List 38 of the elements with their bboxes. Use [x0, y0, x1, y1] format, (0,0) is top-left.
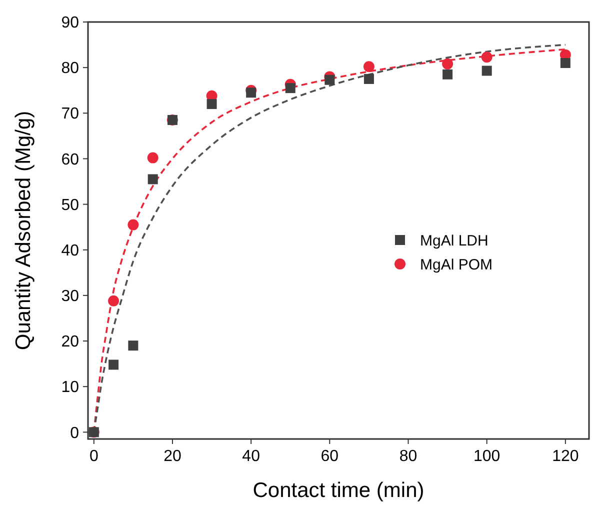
y-tick-label: 20	[61, 334, 80, 351]
x-axis-title: Contact time (min)	[252, 479, 424, 502]
point	[128, 340, 138, 351]
x-tick-label: 0	[89, 448, 98, 465]
x-tick-label: 20	[164, 448, 182, 465]
y-tick-label: 30	[61, 288, 80, 306]
point	[206, 99, 217, 110]
x-tick-label: 120	[552, 448, 579, 465]
point	[363, 61, 374, 72]
point	[128, 219, 139, 230]
point	[148, 174, 158, 184]
point	[285, 83, 296, 94]
y-tick-label: 60	[61, 151, 80, 168]
y-tick-label: 10	[61, 379, 80, 396]
x-tick-label: 40	[242, 448, 260, 465]
point	[324, 74, 335, 85]
y-tick-label: 0	[70, 424, 80, 442]
point	[246, 88, 256, 98]
point	[147, 152, 158, 164]
point	[482, 66, 492, 76]
point	[108, 360, 119, 370]
y-tick-label: 90	[61, 14, 80, 32]
x-tick-label: 80	[399, 448, 418, 465]
legend-label: MgAl LDH	[420, 232, 488, 250]
legend-label: MgAl POM	[420, 256, 493, 274]
y-tick-label: 70	[61, 106, 80, 123]
point	[108, 295, 120, 306]
point	[442, 58, 454, 70]
point	[442, 69, 453, 80]
y-tick-label: 50	[61, 196, 80, 214]
point	[560, 58, 570, 68]
y-axis-title: Quantity Adsorbed (Mg/g)	[12, 110, 35, 350]
x-tick-label: 60	[320, 448, 339, 465]
y-tick-label: 40	[61, 242, 80, 260]
x-tick-label: 100	[473, 448, 500, 465]
point	[481, 52, 492, 63]
point	[364, 74, 374, 84]
y-tick-label: 80	[61, 60, 80, 78]
